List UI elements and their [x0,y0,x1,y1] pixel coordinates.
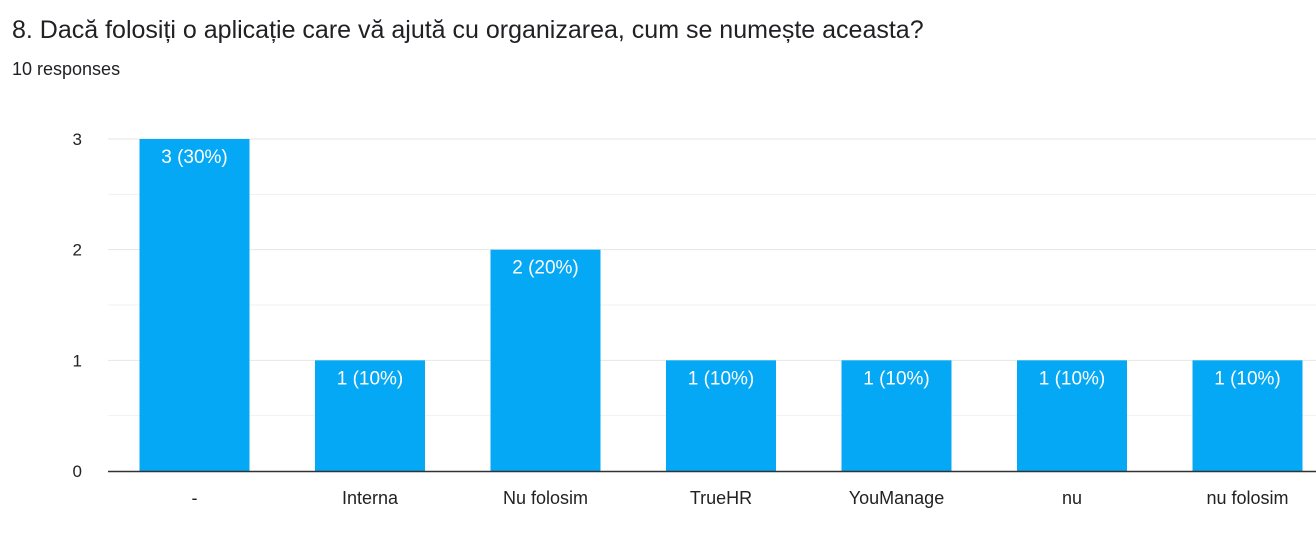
bar [139,139,250,471]
x-category-label: Interna [342,488,399,508]
bar [315,360,425,471]
bar-data-label: 1 (10%) [1039,368,1106,389]
x-axis-categories: - Interna Nu folosim TrueHR YouManage nu nu fo… [192,488,1289,508]
bar-data-label: 1 (10%) [688,368,755,389]
y-tick-label: 2 [73,241,82,260]
x-category-label: nu [1062,488,1082,508]
bar [490,249,601,471]
bar-data-label: 1 (10%) [1214,368,1281,389]
y-tick-label: 3 [73,130,82,149]
y-tick-label: 0 [73,462,82,481]
responses-count: 10 responses [12,59,121,79]
y-tick-label: 1 [73,351,82,370]
x-category-label: nu folosim [1206,488,1288,508]
question-title: 8. Dacă folosiți o aplicație care vă aju… [12,16,924,44]
bar-data-label: 1 (10%) [337,368,404,389]
x-category-label: - [192,488,198,508]
bars [139,139,1303,471]
x-category-label: YouManage [849,488,944,508]
x-category-label: Nu folosim [503,488,588,508]
y-axis-ticks: 0 1 2 3 [73,130,82,481]
bar-data-label: 2 (20%) [512,258,579,279]
bar [841,360,952,471]
bar [1192,360,1303,471]
bar-data-label: 3 (30%) [161,147,228,168]
data-labels: 3 (30%) 1 (10%) 2 (20%) 1 (10%) 1 (10%) 1 (10… [161,147,1281,389]
bar-data-label: 1 (10%) [863,368,930,389]
bar [1017,360,1127,471]
bar [666,360,776,471]
x-category-label: TrueHR [690,488,752,508]
